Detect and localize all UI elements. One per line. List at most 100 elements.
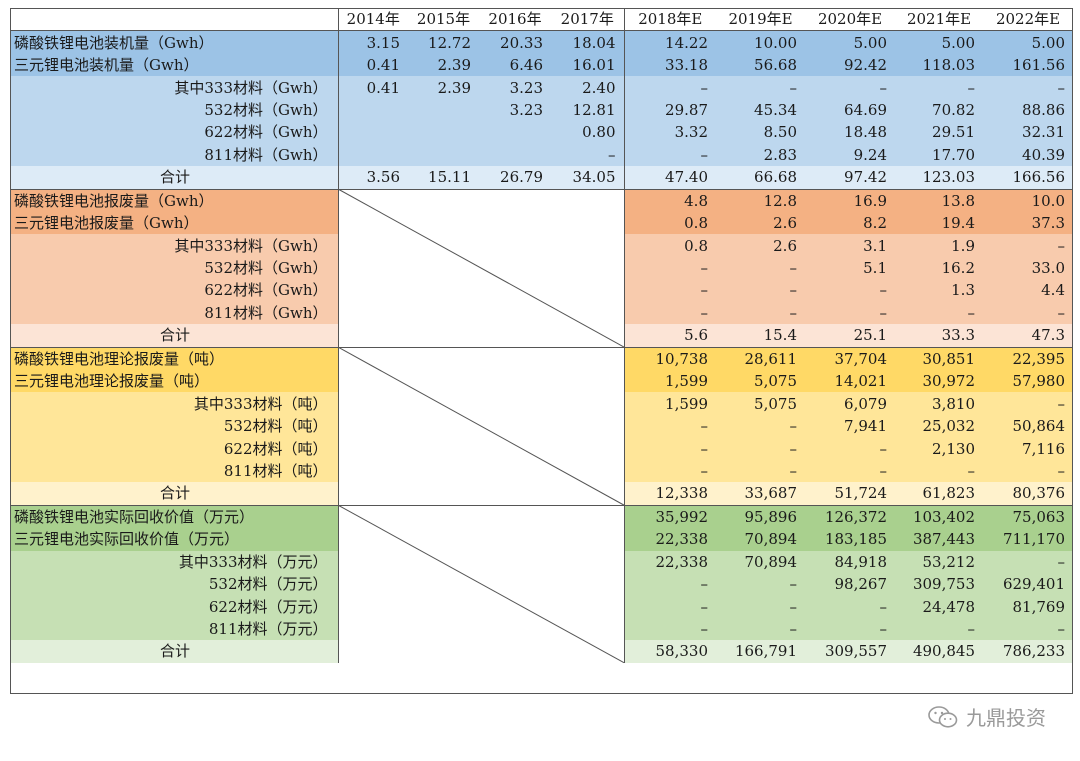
table-cell	[408, 301, 479, 325]
table-cell	[337, 414, 408, 438]
table-cell: 6.46	[479, 53, 551, 77]
table-cell: –	[895, 76, 983, 99]
table-cell	[408, 482, 479, 506]
table-cell: 10,738	[623, 346, 716, 370]
table-cell: 50,864	[983, 414, 1073, 438]
table-cell	[551, 256, 624, 280]
table-cell: 7,116	[983, 437, 1073, 460]
table-cell: 29.51	[895, 121, 983, 144]
table-cell	[479, 482, 551, 506]
table-cell: 8.2	[805, 211, 895, 235]
table-cell: 92.42	[805, 53, 895, 77]
table-cell	[551, 482, 624, 506]
row-label: 三元锂电池理论报废量（吨）	[10, 370, 338, 393]
table-cell	[551, 437, 624, 460]
row-label: 532材料（吨）	[10, 414, 338, 438]
table-cell: 3.23	[479, 98, 551, 122]
table-row: 三元锂电池装机量（Gwh） 0.41 2.39 6.46 16.01 33.18 56.68…	[10, 53, 1073, 77]
row-label: 其中333材料（Gwh）	[10, 76, 338, 99]
table-cell: 20.33	[479, 30, 551, 54]
table-cell	[479, 459, 551, 483]
table-cell: –	[716, 256, 805, 280]
table-cell: –	[623, 256, 716, 280]
table-cell: –	[716, 414, 805, 438]
row-label: 合计	[10, 482, 338, 506]
table-cell: –	[895, 617, 983, 641]
table-cell	[408, 414, 479, 438]
table-cell: 166,791	[716, 640, 805, 663]
table-cell: 5,075	[716, 370, 805, 393]
table-cell: 25.1	[805, 324, 895, 348]
table-cell	[337, 143, 408, 167]
table-cell: 3.15	[337, 30, 408, 54]
table-cell: 118.03	[895, 53, 983, 77]
table-cell	[408, 256, 479, 280]
table-cell: –	[805, 76, 895, 99]
row-label: 合计	[10, 166, 338, 189]
table-cell: 47.40	[623, 166, 716, 189]
table-cell	[408, 143, 479, 167]
table-cell: 16.9	[805, 188, 895, 212]
table-cell: 47.3	[983, 324, 1073, 348]
table-cell	[337, 346, 408, 370]
table-cell	[479, 504, 551, 529]
table-cell: 3.56	[337, 166, 408, 189]
table-row: 磷酸铁锂电池理论报废量（吨） 10,738 28,611 37,704 30,851 22…	[10, 346, 1073, 370]
table-cell: –	[623, 617, 716, 641]
table-cell: 56.68	[716, 53, 805, 77]
column-header: 2021年E	[895, 8, 983, 32]
table-cell: –	[805, 595, 895, 618]
table-cell: 490,845	[895, 640, 983, 663]
table-cell	[551, 370, 624, 393]
table-cell	[479, 234, 551, 257]
table-cell: 9.24	[805, 143, 895, 167]
table-cell	[408, 234, 479, 257]
table-cell	[337, 437, 408, 460]
table-cell	[479, 256, 551, 280]
table-cell: 37,704	[805, 346, 895, 370]
table-cell	[479, 301, 551, 325]
table-cell: –	[983, 76, 1073, 99]
table-row: 622材料（Gwh） – – –1.3 4.4	[10, 279, 1073, 302]
table-cell	[479, 392, 551, 415]
table-cell: 13.8	[895, 188, 983, 212]
table-cell: –	[623, 279, 716, 302]
header-row: 2014年 2015年 2016年 2017年 2018年E 2019年E 2020年E 20…	[10, 8, 1073, 32]
table-cell: 5.00	[895, 30, 983, 54]
table-cell	[479, 143, 551, 167]
column-header: 2014年	[337, 8, 408, 32]
table-cell: 16.2	[895, 256, 983, 280]
table-cell: 0.8	[623, 211, 716, 235]
table-cell	[408, 504, 479, 529]
table-cell	[337, 234, 408, 257]
table-cell: 5.00	[805, 30, 895, 54]
table-cell: 2.83	[716, 143, 805, 167]
table-cell: 97.42	[805, 166, 895, 189]
table-row: 合计 58,330 166,791 309,557 490,845 786,233	[10, 640, 1073, 663]
table-cell	[551, 346, 624, 370]
table-cell	[337, 459, 408, 483]
table-cell	[337, 528, 408, 551]
row-label: 磷酸铁锂电池理论报废量（吨）	[10, 346, 338, 370]
table-cell: 81,769	[983, 595, 1073, 618]
table-cell	[337, 301, 408, 325]
table-cell	[408, 459, 479, 483]
table-cell	[479, 346, 551, 370]
table-cell: 70,894	[716, 550, 805, 573]
row-label: 811材料（Gwh）	[10, 301, 338, 325]
table-cell	[551, 324, 624, 348]
table-row: 532材料（Gwh） – –5.1 16.2 33.0	[10, 256, 1073, 280]
table-cell	[408, 528, 479, 551]
table-cell: 80,376	[983, 482, 1073, 506]
table-cell	[408, 188, 479, 212]
table-cell: 2.39	[408, 76, 479, 99]
watermark: 九鼎投资	[928, 702, 1046, 731]
table-cell	[337, 370, 408, 393]
table-cell	[337, 98, 408, 122]
row-label: 三元锂电池装机量（Gwh）	[10, 53, 338, 77]
table-cell: 45.34	[716, 98, 805, 122]
row-label: 其中333材料（Gwh）	[10, 234, 338, 257]
table-cell: 12.8	[716, 188, 805, 212]
table-cell: 32.31	[983, 121, 1073, 144]
row-label: 622材料（吨）	[10, 437, 338, 460]
